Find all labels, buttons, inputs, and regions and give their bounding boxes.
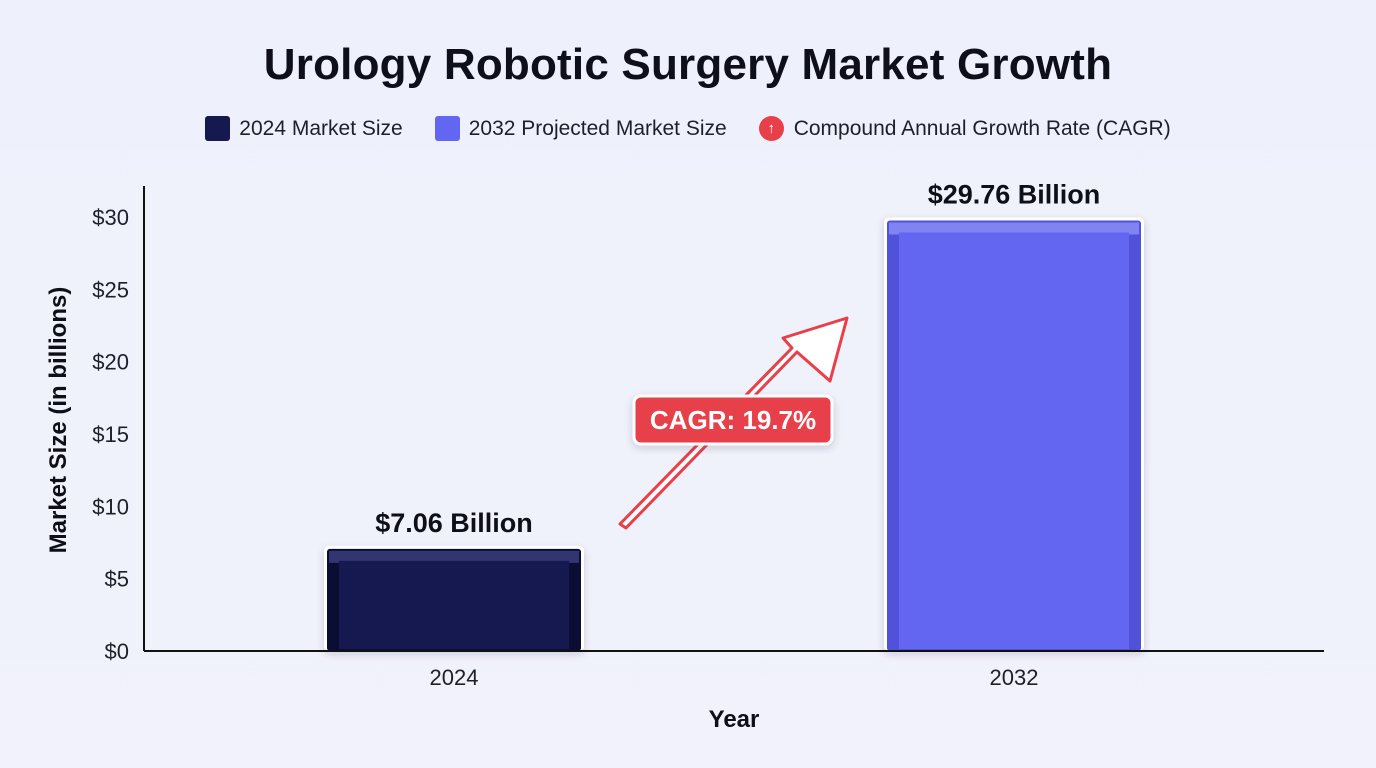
cagr-badge xyxy=(632,394,834,446)
legend-item-2024: 2024 Market Size xyxy=(205,116,403,141)
arrow-up-icon: ↑ xyxy=(758,116,784,141)
y-tick-label: $30 xyxy=(92,205,129,230)
bar-face xyxy=(339,560,569,649)
legend-swatch-2024 xyxy=(205,116,231,141)
chart-title: Urology Robotic Surgery Market Growth xyxy=(263,40,1113,89)
legend-label-2024: 2024 Market Size xyxy=(239,116,403,140)
data-label: $7.06 Billion xyxy=(375,508,533,538)
legend: 2024 Market Size 2032 Projected Market S… xyxy=(0,116,1376,141)
legend-label-2032: 2032 Projected Market Size xyxy=(468,116,727,140)
legend-item-cagr: ↑ Compound Annual Growth Rate (CAGR) xyxy=(758,116,1171,141)
bar-bevel-top xyxy=(889,222,1139,235)
y-tick-label: $15 xyxy=(92,422,129,447)
bar-face xyxy=(899,232,1129,650)
y-tick-label: $10 xyxy=(92,494,129,519)
legend-swatch-2032 xyxy=(434,116,460,141)
y-tick-label: $25 xyxy=(92,277,129,302)
legend-label-cagr: Compound Annual Growth Rate (CAGR) xyxy=(793,116,1171,140)
y-tick-label: $0 xyxy=(105,639,129,664)
y-axis-label: Market Size (in billions) xyxy=(45,287,72,554)
x-tick-label: 2024 xyxy=(430,665,479,690)
y-tick-label: $20 xyxy=(92,350,129,375)
cagr-label: CAGR: 19.7% xyxy=(650,405,816,435)
x-tick-label: 2032 xyxy=(990,665,1039,690)
legend-item-2032: 2032 Projected Market Size xyxy=(434,116,727,141)
bar-bevel-top xyxy=(329,550,579,563)
data-label: $29.76 Billion xyxy=(928,179,1101,209)
arrow-icon xyxy=(618,316,849,530)
y-tick-label: $5 xyxy=(105,567,129,592)
x-axis-label: Year xyxy=(709,706,760,733)
